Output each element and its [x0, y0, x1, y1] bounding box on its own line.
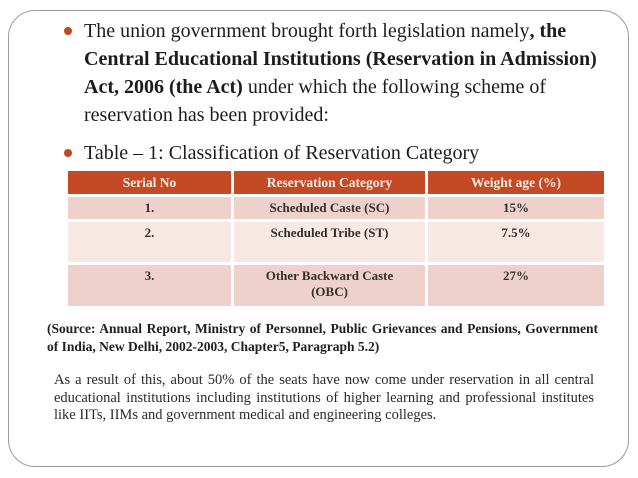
bullet-list: The union government brought forth legis…: [64, 17, 616, 167]
text-segment: under which the following scheme of rese…: [84, 76, 547, 126]
table-cell-weight-obc: 27%: [428, 265, 604, 306]
bullet-icon: [64, 27, 72, 35]
bullet-icon: [64, 149, 72, 157]
source-citation: (Source: Annual Report, Ministry of Pers…: [47, 321, 598, 354]
table-cell-category-sc: Scheduled Caste (SC): [234, 197, 425, 219]
table-cell-serial-3: 3.: [68, 265, 231, 306]
slide-border-frame: [8, 10, 629, 467]
text-segment: The union government brought forth legis…: [84, 20, 530, 42]
table-cell-category-obc: Other Backward Caste (OBC): [234, 265, 425, 306]
result-paragraph: As a result of this, about 50% of the se…: [54, 372, 594, 423]
table-header-weightage: Weight age (%): [428, 171, 604, 194]
text-segment: Table – 1: Classification of Reservation…: [84, 142, 480, 164]
table-header-serial-no: Serial No: [68, 171, 231, 194]
table-cell-category-obc-text: Other Backward Caste (OBC): [265, 268, 394, 299]
table-cell-category-st: Scheduled Tribe (ST): [234, 222, 425, 262]
table-cell-serial-2: 2.: [68, 222, 231, 262]
bullet-item-table-caption: Table – 1: Classification of Reservation…: [64, 139, 616, 167]
bullet-item-legislation: The union government brought forth legis…: [64, 17, 616, 129]
reservation-table: Serial No Reservation Category Weight ag…: [68, 171, 604, 306]
table-cell-serial-1: 1.: [68, 197, 231, 219]
table-cell-weight-st: 7.5%: [428, 222, 604, 262]
text-segment: , the Central Educational Institutions (…: [84, 20, 597, 98]
table-header-reservation-category: Reservation Category: [234, 171, 425, 194]
bullet-text-table-caption: Table – 1: Classification of Reservation…: [84, 139, 616, 167]
table-cell-weight-sc: 15%: [428, 197, 604, 219]
bullet-text-legislation: The union government brought forth legis…: [84, 17, 616, 129]
